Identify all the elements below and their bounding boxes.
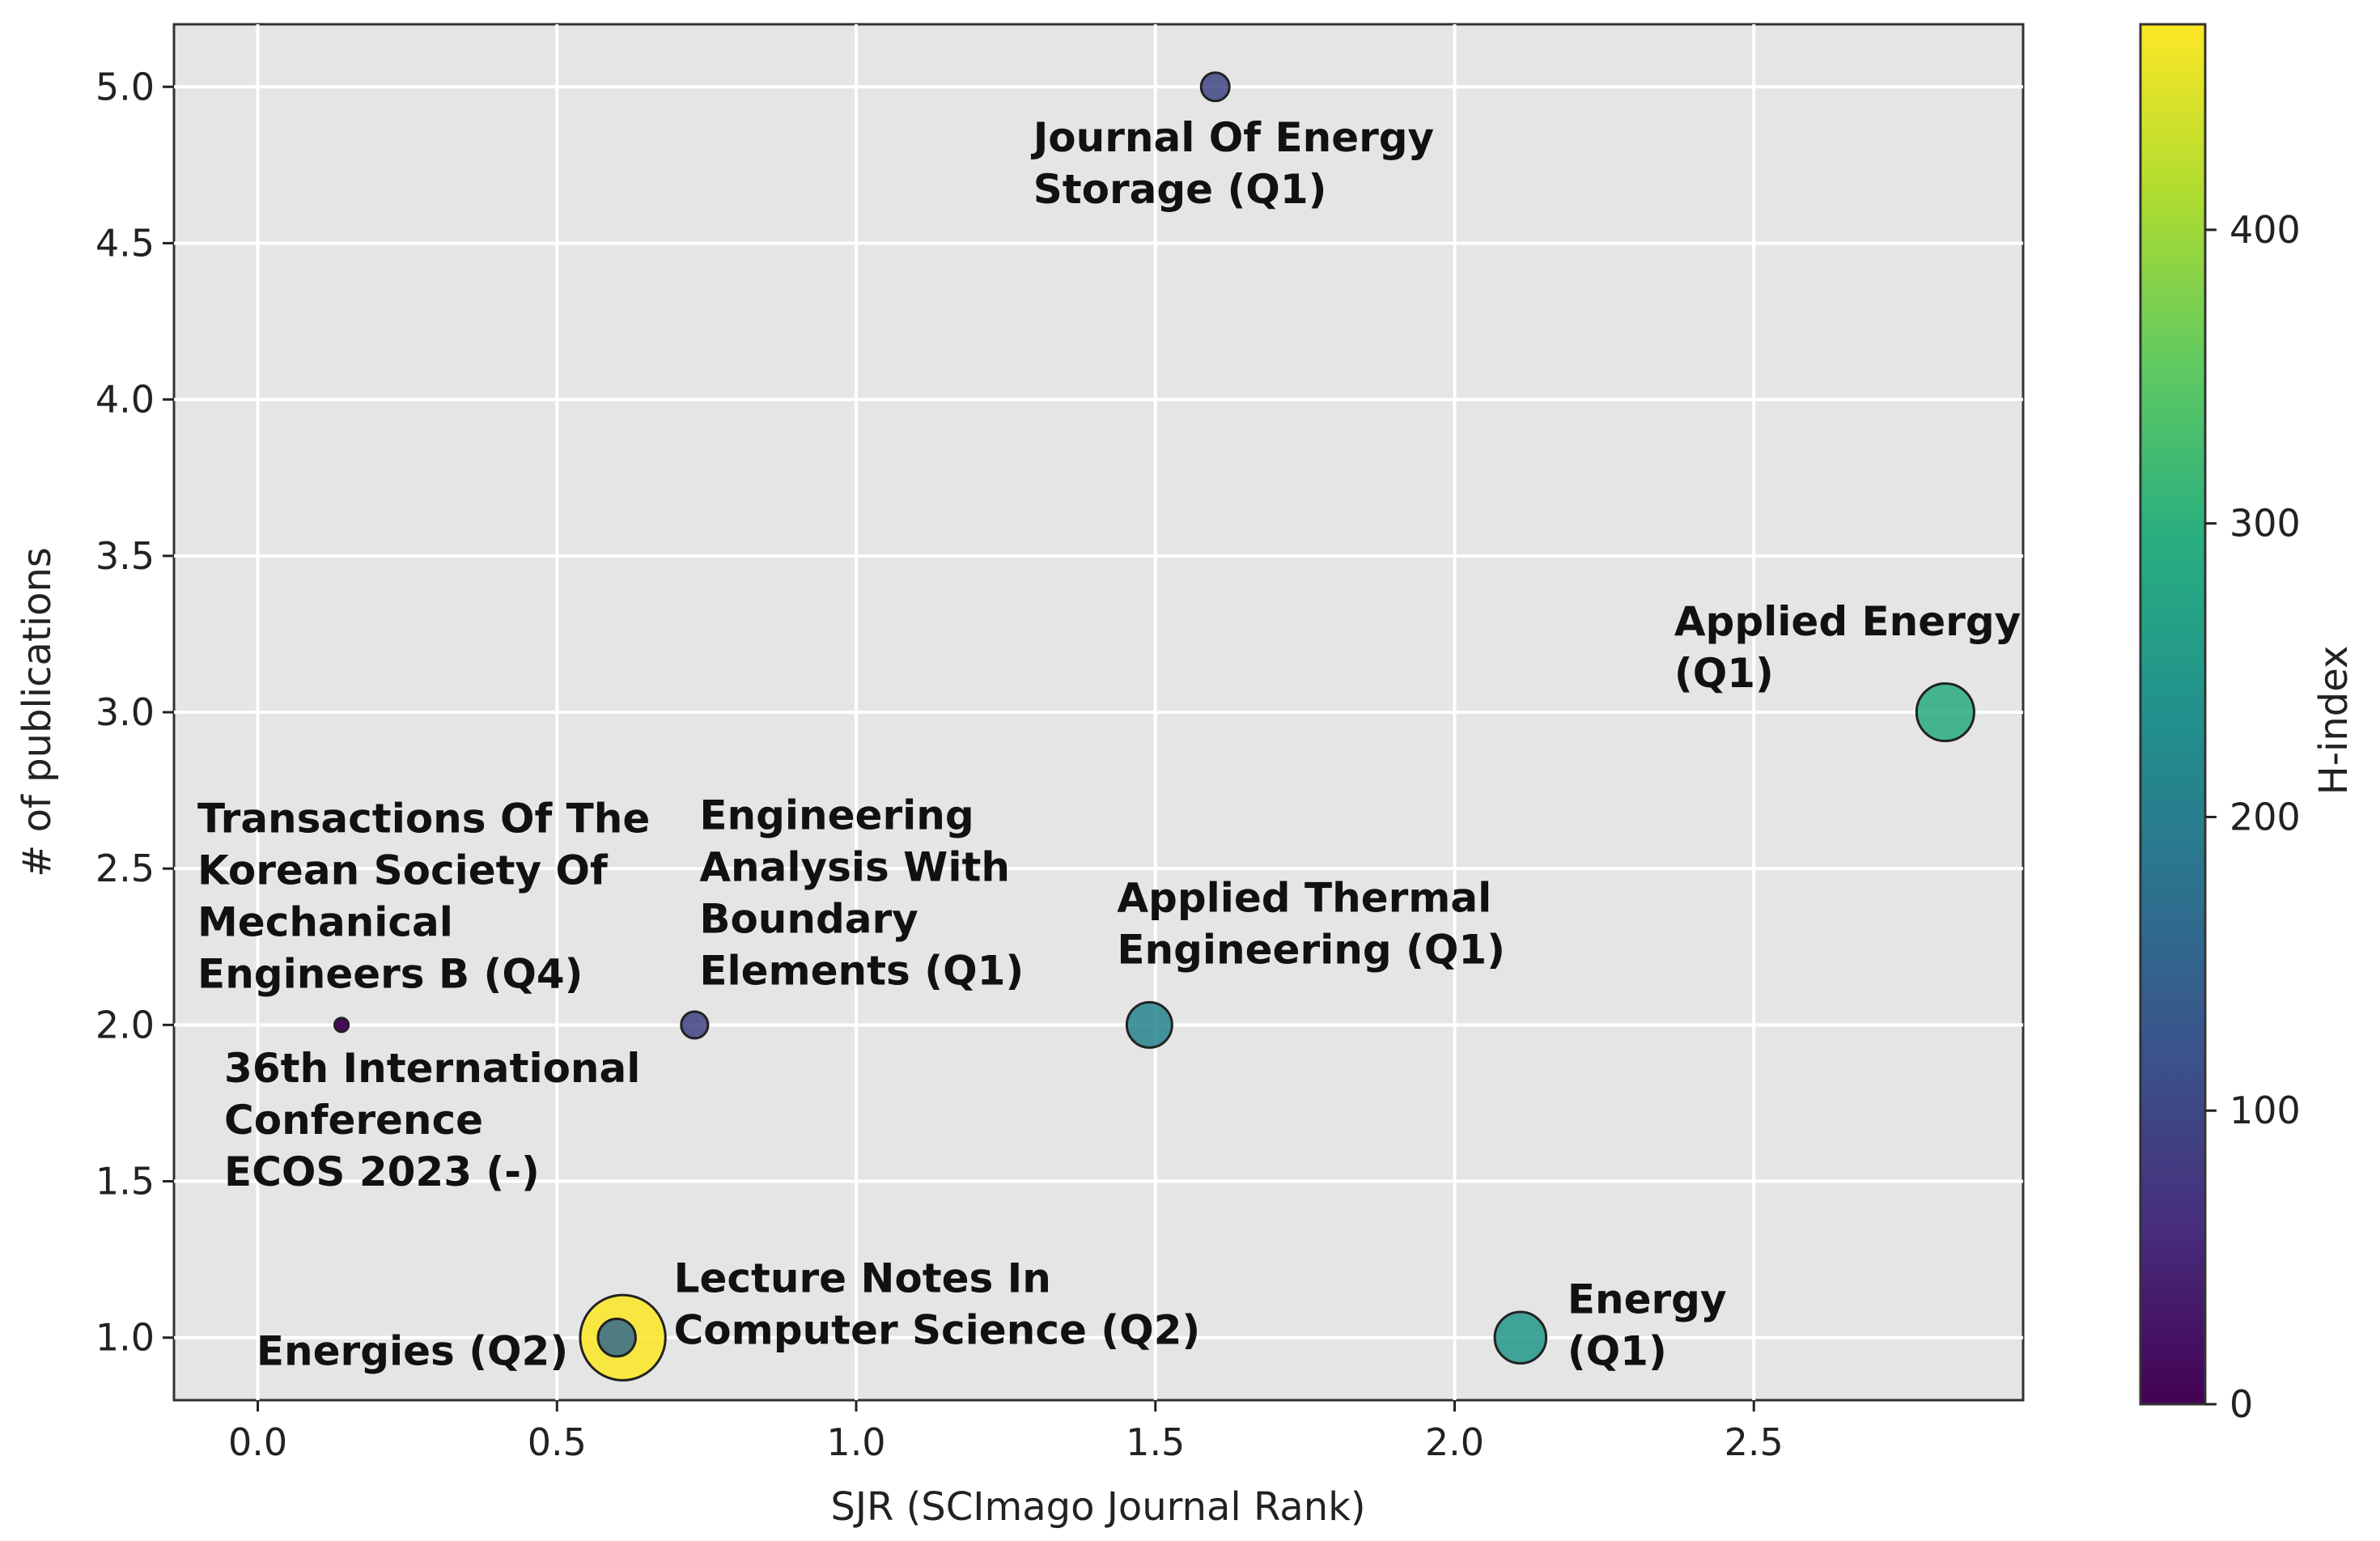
y-axis-title: # of publications [15, 547, 60, 877]
point-label: Applied Thermal [1117, 874, 1491, 921]
point-label: Energies (Q2) [257, 1328, 568, 1375]
point-label: Mechanical [197, 898, 453, 945]
y-tick-label: 2.5 [95, 847, 155, 890]
data-point [680, 1010, 710, 1040]
x-axis-title: SJR (SCImago Journal Rank) [830, 1484, 1365, 1530]
point-label: Lecture Notes In [674, 1255, 1051, 1302]
data-point [1493, 1310, 1548, 1365]
colorbar [2139, 23, 2207, 1406]
point-label: (Q1) [1568, 1328, 1667, 1375]
point-label: Boundary [699, 895, 918, 942]
colorbar-tick-label: 100 [2229, 1089, 2301, 1132]
point-label: Engineers B (Q4) [197, 950, 583, 997]
point-label: Journal Of Energy [1031, 114, 1434, 161]
colorbar-tick-label: 0 [2229, 1382, 2253, 1426]
point-label: Engineering [699, 792, 974, 838]
point-label: Storage (Q1) [1033, 166, 1327, 213]
x-tick-label: 2.0 [1425, 1420, 1484, 1464]
y-axis-ticks: 1.0 1.5 2.0 2.5 3.0 3.5 4.0 4.5 5.0 [95, 65, 174, 1360]
point-label: Engineering (Q1) [1117, 926, 1505, 973]
data-point [1199, 71, 1231, 103]
data-point [596, 1318, 637, 1358]
colorbar-ticks: 0 100 200 300 400 [2205, 208, 2301, 1426]
point-label: Elements (Q1) [699, 947, 1024, 994]
y-tick-label: 4.5 [95, 221, 155, 265]
point-label: 36th International [224, 1045, 640, 1092]
point-label: ECOS 2023 (-) [224, 1148, 540, 1195]
grid [174, 24, 2023, 1400]
point-labels: Journal Of Energy Storage (Q1) Applied Ene… [197, 114, 2021, 1375]
point-label: Applied Energy [1674, 598, 2021, 645]
point-label: Analysis With [699, 843, 1010, 890]
data-points [333, 71, 1975, 1382]
x-tick-label: 1.0 [826, 1420, 885, 1464]
point-label: Conference [224, 1097, 483, 1144]
data-point [1915, 681, 1975, 743]
colorbar-tick-label: 300 [2229, 502, 2301, 546]
x-tick-label: 1.5 [1126, 1420, 1185, 1464]
x-tick-label: 2.5 [1725, 1420, 1784, 1464]
x-tick-label: 0.0 [228, 1420, 287, 1464]
point-label: Computer Science (Q2) [674, 1307, 1201, 1354]
data-point [1125, 1000, 1173, 1049]
x-tick-label: 0.5 [528, 1420, 587, 1464]
colorbar-tick-label: 400 [2229, 208, 2301, 252]
data-point [333, 1017, 350, 1034]
point-label: Energy [1568, 1276, 1727, 1323]
y-tick-label: 3.5 [95, 534, 155, 578]
y-tick-label: 1.0 [95, 1316, 155, 1360]
colorbar-title: H-index [2311, 646, 2357, 796]
y-tick-label: 5.0 [95, 65, 155, 108]
point-label: Transactions Of The [197, 795, 650, 842]
y-tick-label: 2.0 [95, 1003, 155, 1046]
y-tick-label: 3.0 [95, 690, 155, 734]
y-tick-label: 1.5 [95, 1160, 155, 1204]
x-axis-ticks: 0.0 0.5 1.0 1.5 2.0 2.5 [228, 1400, 1784, 1464]
point-label: Korean Society Of [197, 847, 609, 894]
point-label: (Q1) [1674, 650, 1774, 697]
y-tick-label: 4.0 [95, 378, 155, 422]
colorbar-tick-label: 200 [2229, 795, 2301, 838]
